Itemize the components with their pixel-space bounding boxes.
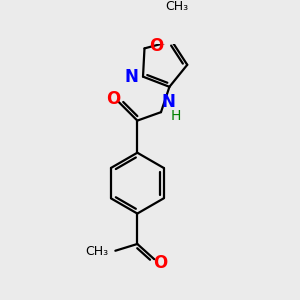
Text: H: H	[170, 109, 181, 122]
Text: O: O	[150, 37, 164, 55]
Text: CH₃: CH₃	[165, 0, 188, 13]
Text: N: N	[125, 68, 139, 86]
Text: CH₃: CH₃	[85, 245, 109, 258]
Text: N: N	[162, 93, 176, 111]
Text: O: O	[106, 90, 120, 108]
Text: O: O	[153, 254, 167, 272]
